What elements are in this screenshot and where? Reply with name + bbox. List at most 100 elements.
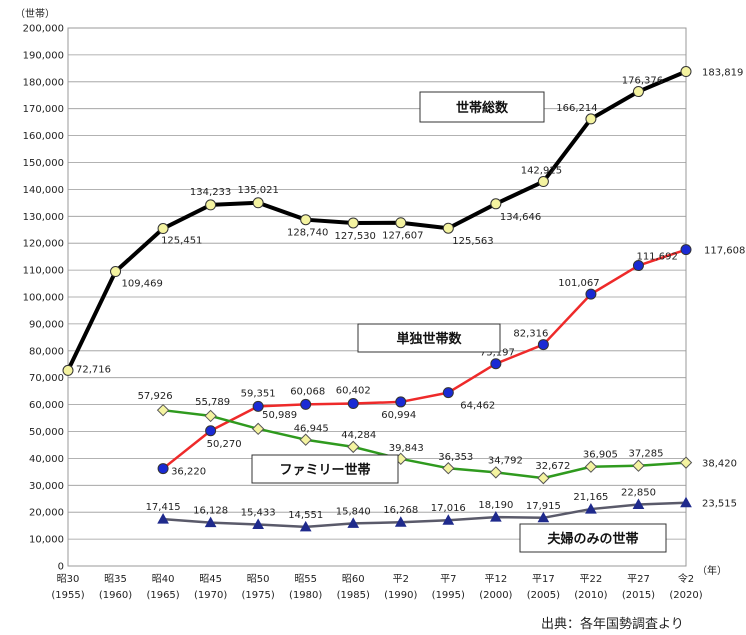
data-point: [63, 365, 73, 375]
x-tick-year: (2010): [574, 590, 607, 601]
data-point: [491, 359, 501, 369]
y-tick-label: 80,000: [29, 346, 64, 357]
legend-label: 世帯総数: [456, 100, 509, 116]
data-point: [585, 461, 596, 472]
x-tick-label: 平7: [440, 574, 456, 585]
data-point: [586, 114, 596, 124]
data-label: 134,233: [190, 187, 231, 198]
x-tick-year: (1985): [337, 590, 370, 601]
data-label: 17,016: [431, 503, 466, 514]
x-tick-label: 昭60: [342, 573, 365, 585]
data-label: 44,284: [341, 430, 376, 441]
x-tick-label: 昭55: [294, 573, 317, 585]
data-point: [490, 467, 501, 478]
data-label: 17,415: [146, 502, 181, 513]
x-tick-year: (1990): [384, 590, 417, 601]
data-point: [633, 460, 644, 471]
y-tick-label: 200,000: [23, 24, 64, 35]
data-label: 36,905: [583, 450, 618, 461]
x-tick-year: (1960): [99, 590, 132, 601]
data-point: [396, 397, 406, 407]
data-point: [681, 245, 691, 255]
y-tick-label: 40,000: [29, 454, 64, 465]
data-point: [586, 289, 596, 299]
legend-label: ファミリー世帯: [279, 462, 370, 478]
data-point: [538, 473, 549, 484]
data-label: 21,165: [573, 492, 608, 503]
y-tick-label: 10,000: [29, 535, 64, 546]
data-label: 127,530: [335, 231, 376, 242]
data-label: 50,989: [262, 410, 297, 421]
data-label: 15,433: [241, 507, 276, 518]
data-point: [253, 423, 264, 434]
data-label: 15,840: [336, 506, 371, 517]
data-point: [206, 200, 216, 210]
x-tick-year: (2005): [527, 590, 560, 601]
y-unit-label: （世帯）: [15, 7, 55, 20]
y-tick-label: 160,000: [23, 131, 64, 142]
data-point: [111, 267, 121, 277]
data-label: 36,220: [171, 467, 206, 478]
data-label: 127,607: [382, 231, 423, 242]
x-tick-year: (2020): [669, 590, 702, 601]
y-tick-label: 120,000: [23, 239, 64, 250]
x-tick-label: 平12: [484, 574, 507, 585]
y-tick-label: 100,000: [23, 293, 64, 304]
y-tick-label: 90,000: [29, 319, 64, 330]
data-label: 39,843: [389, 443, 424, 454]
data-point: [491, 199, 501, 209]
data-point: [253, 198, 263, 208]
data-point: [443, 463, 454, 474]
x-tick-year: (2000): [479, 590, 512, 601]
x-tick-label: 平27: [627, 574, 650, 585]
data-label: 176,376: [622, 76, 663, 87]
data-label: 111,692: [636, 252, 677, 263]
data-point: [681, 67, 691, 77]
data-label: 57,926: [138, 391, 173, 402]
x-tick-label: 平2: [393, 574, 409, 585]
data-label: 128,740: [287, 228, 328, 239]
data-point: [158, 464, 168, 474]
data-label: 101,067: [558, 278, 599, 289]
data-label: 125,563: [452, 236, 493, 247]
x-tick-year: (1955): [51, 590, 84, 601]
data-label: 72,716: [76, 364, 111, 375]
x-unit-label: （年）: [697, 564, 727, 577]
data-point: [633, 87, 643, 97]
data-label: 18,190: [478, 500, 513, 511]
data-label: 16,268: [383, 505, 418, 516]
data-label: 117,608: [704, 246, 745, 257]
data-label: 183,819: [702, 68, 743, 79]
x-tick-year: (1980): [289, 590, 322, 601]
data-label: 142,925: [521, 166, 562, 177]
data-point: [301, 215, 311, 225]
data-label: 46,945: [294, 424, 329, 435]
data-label: 134,646: [500, 212, 541, 223]
data-label: 82,316: [513, 329, 548, 340]
x-tick-label: 平17: [532, 574, 555, 585]
y-tick-label: 50,000: [29, 427, 64, 438]
y-tick-label: 60,000: [29, 400, 64, 411]
data-label: 125,451: [161, 236, 202, 247]
y-tick-label: 170,000: [23, 104, 64, 115]
y-tick-label: 110,000: [23, 266, 64, 277]
x-tick-label: 昭30: [57, 573, 80, 585]
y-tick-label: 140,000: [23, 185, 64, 196]
data-label: 36,353: [438, 452, 473, 463]
data-point: [300, 434, 311, 445]
data-label: 16,128: [193, 506, 228, 517]
legend-label: 夫婦のみの世帯: [547, 531, 638, 547]
data-point: [348, 399, 358, 409]
y-tick-label: 20,000: [29, 508, 64, 519]
y-tick-label: 70,000: [29, 373, 64, 384]
x-tick-year: (1975): [242, 590, 275, 601]
data-label: 60,994: [381, 410, 416, 421]
data-point: [443, 223, 453, 233]
y-tick-label: 130,000: [23, 212, 64, 223]
data-point: [205, 410, 216, 421]
x-tick-year: (1995): [432, 590, 465, 601]
data-point: [301, 399, 311, 409]
data-point: [206, 426, 216, 436]
data-label: 60,068: [290, 386, 325, 397]
